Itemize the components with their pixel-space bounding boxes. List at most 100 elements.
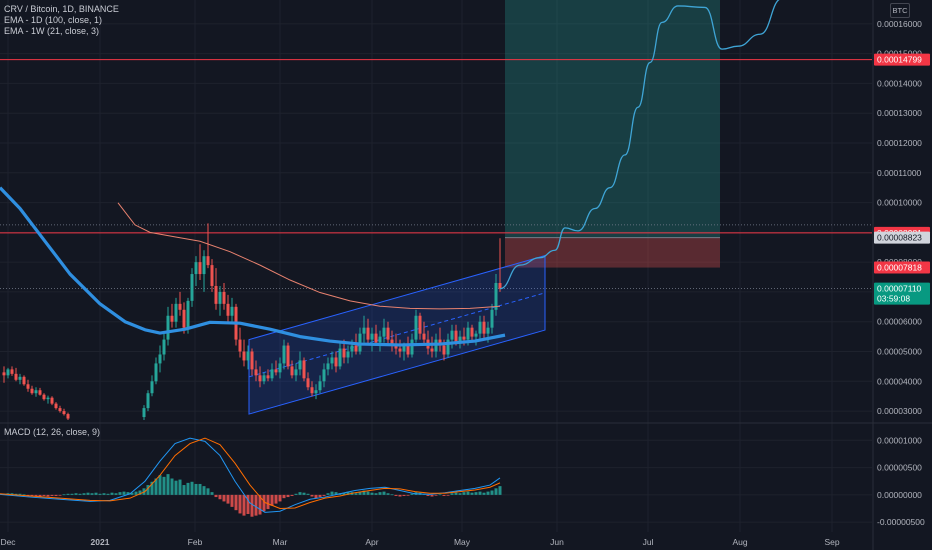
macd-histogram-bar: [207, 488, 210, 495]
candle-body: [223, 292, 226, 304]
candle-body: [275, 369, 278, 372]
macd-histogram-bar: [455, 493, 458, 495]
macd-histogram-bar: [123, 492, 126, 495]
time-tick-label: Jul: [643, 537, 654, 547]
candle-body: [407, 346, 410, 355]
candle-body: [27, 384, 30, 388]
candle-body: [355, 346, 358, 352]
macd-histogram-bar: [167, 474, 170, 495]
candle-body: [287, 346, 290, 367]
price-tag-label: 0.00008823: [877, 233, 922, 243]
price-tick-label: 0.00013000: [877, 108, 922, 118]
macd-histogram-bar: [303, 493, 306, 495]
time-axis[interactable]: Dec 2021 Feb Mar Apr May Jun Jul Aug Sep: [0, 537, 839, 547]
macd-histogram-bar: [51, 495, 54, 496]
macd-histogram-bar: [439, 494, 442, 495]
macd-histogram-bar: [279, 495, 282, 502]
candle-body: [303, 360, 306, 378]
candle-body: [239, 340, 242, 352]
macd-histogram-bar: [399, 495, 402, 497]
macd-histogram-bar: [299, 492, 302, 495]
candle-body: [203, 256, 206, 274]
candle-body: [483, 322, 486, 334]
candle-body: [47, 398, 50, 399]
macd-histogram-bar: [231, 495, 234, 507]
macd-histogram-bar: [403, 495, 406, 496]
candle-body: [343, 349, 346, 358]
candle-body: [411, 340, 414, 355]
macd-histogram-bar: [211, 492, 214, 495]
candle-body: [363, 328, 366, 334]
candle-body: [155, 363, 158, 381]
macd-histogram-bar: [171, 479, 174, 495]
symbol-legend[interactable]: CRV / Bitcoin, 1D, BINANCE EMA - 1D (100…: [4, 4, 119, 37]
macd-histogram-bar: [327, 493, 330, 495]
macd-tick-label: 0.00001000: [877, 435, 922, 445]
price-tag-label: 0.00007110: [877, 284, 922, 294]
candle-body: [23, 377, 26, 384]
macd-histogram-bar: [107, 494, 110, 495]
candle-body: [59, 408, 62, 411]
candle-body: [335, 357, 338, 366]
macd-histogram-bar: [463, 492, 466, 495]
macd-histogram-bar: [491, 491, 494, 495]
currency-badge[interactable]: BTC: [890, 3, 910, 18]
countdown-label: 03:59:08: [877, 294, 910, 304]
candle-body: [211, 265, 214, 286]
candle-body: [487, 328, 490, 334]
macd-histogram-bar: [483, 493, 486, 495]
macd-histogram-bar: [187, 483, 190, 495]
candle-body: [491, 310, 494, 328]
macd-histogram-bar: [47, 495, 50, 497]
macd-histogram-bar: [95, 493, 98, 495]
candle-body: [319, 381, 322, 390]
candle-body: [271, 369, 274, 378]
macd-histogram-bar: [75, 493, 78, 495]
candle-body: [467, 328, 470, 340]
candle-body: [35, 390, 38, 393]
candle-body: [259, 375, 262, 381]
candle-body: [179, 304, 182, 310]
macd-histogram-bar: [255, 495, 258, 516]
macd-histogram-bar: [459, 493, 462, 495]
macd-histogram-bar: [471, 493, 474, 495]
price-tick-label: 0.00012000: [877, 138, 922, 148]
macd-histogram-bar: [487, 492, 490, 495]
candle-body: [67, 414, 70, 418]
ema-1d-legend[interactable]: EMA - 1D (100, close, 1): [4, 15, 119, 26]
macd-signal-line: [0, 438, 500, 508]
macd-histogram-bar: [371, 493, 374, 495]
macd-histogram-bar: [499, 486, 502, 495]
macd-histogram-bar: [83, 493, 86, 495]
macd-histogram-bar: [287, 495, 290, 497]
candle-body: [423, 334, 426, 340]
candle-body: [167, 316, 170, 340]
candle-body: [63, 411, 66, 414]
macd-histogram-bar: [59, 495, 62, 496]
time-tick-label: May: [454, 537, 471, 547]
time-tick-label: Mar: [273, 537, 288, 547]
price-axis[interactable]: 0.000160000.000150000.000140000.00013000…: [874, 19, 930, 527]
macd-histogram-bar: [443, 495, 446, 496]
macd-histogram-bar: [291, 495, 294, 496]
candle-body: [231, 307, 234, 316]
candle-body: [291, 366, 294, 375]
time-tick-label: Dec: [0, 537, 16, 547]
macd-histogram-bar: [479, 492, 482, 495]
candle-body: [151, 381, 154, 393]
macd-histogram-bar: [295, 494, 298, 495]
macd-histogram-bar: [199, 484, 202, 495]
macd-histogram-bar: [79, 494, 82, 495]
macd-legend[interactable]: MACD (12, 26, close, 9): [4, 427, 100, 438]
candle-body: [19, 377, 22, 380]
ema-1w-legend[interactable]: EMA - 1W (21, close, 3): [4, 26, 119, 37]
candle-body: [443, 346, 446, 355]
macd-histogram-bar: [251, 495, 254, 517]
price-tick-label: 0.00011000: [877, 168, 922, 178]
candle-body: [7, 369, 10, 375]
macd-histogram-bar: [175, 481, 178, 495]
candle-body: [463, 337, 466, 340]
price-tick-label: 0.00014000: [877, 78, 922, 88]
